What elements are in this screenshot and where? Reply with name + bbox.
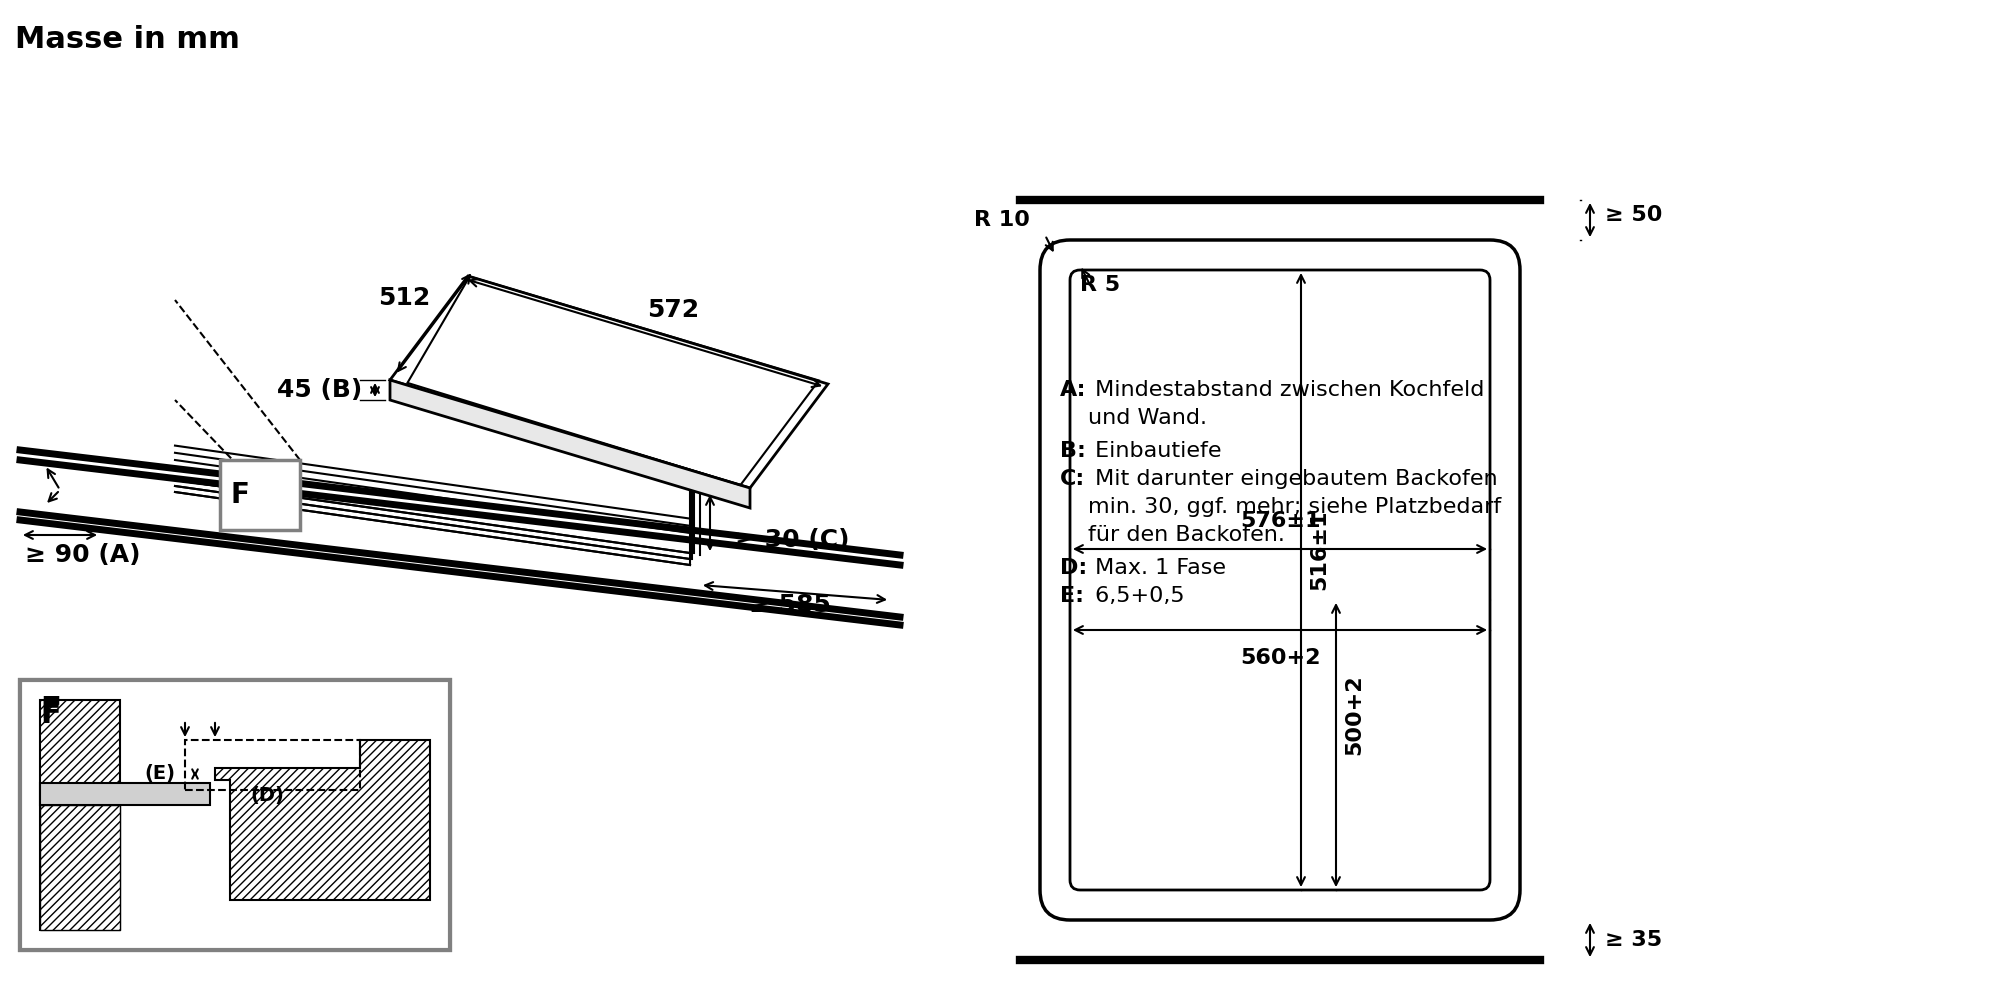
Bar bbox=[40, 783, 210, 805]
Text: A:: A: bbox=[1060, 380, 1086, 400]
Text: ≥ 585: ≥ 585 bbox=[750, 593, 830, 617]
Text: ≥ 50: ≥ 50 bbox=[1604, 205, 1662, 225]
Text: 560+2: 560+2 bbox=[1240, 648, 1320, 668]
Text: min. 30, ggf. mehr; siehe Platzbedarf: min. 30, ggf. mehr; siehe Platzbedarf bbox=[1088, 497, 1502, 517]
Text: Mindestabstand zwischen Kochfeld: Mindestabstand zwischen Kochfeld bbox=[1088, 380, 1484, 400]
Text: Einbautiefe: Einbautiefe bbox=[1088, 441, 1222, 461]
Text: F: F bbox=[40, 700, 60, 729]
Text: R 10: R 10 bbox=[974, 210, 1030, 230]
Text: (D): (D) bbox=[250, 786, 284, 804]
Text: (E): (E) bbox=[144, 764, 176, 784]
Bar bbox=[20, 680, 450, 950]
FancyBboxPatch shape bbox=[1040, 240, 1520, 920]
Text: Max. 1 Fase: Max. 1 Fase bbox=[1088, 558, 1226, 578]
Bar bbox=[40, 700, 120, 930]
Text: 516±1: 516±1 bbox=[1308, 510, 1328, 590]
Text: und Wand.: und Wand. bbox=[1088, 408, 1208, 428]
Text: F: F bbox=[40, 695, 60, 724]
Polygon shape bbox=[216, 740, 430, 900]
Text: 500+2: 500+2 bbox=[1344, 675, 1364, 755]
Text: 572: 572 bbox=[646, 298, 700, 322]
Text: ≥ 30 (C): ≥ 30 (C) bbox=[736, 528, 850, 552]
Text: D:: D: bbox=[1060, 558, 1088, 578]
Text: E:: E: bbox=[1060, 586, 1084, 606]
Text: 512: 512 bbox=[378, 286, 430, 310]
Bar bbox=[220, 460, 300, 530]
Text: ≥ 90 (A): ≥ 90 (A) bbox=[24, 543, 140, 567]
Text: ≥ 35: ≥ 35 bbox=[1604, 930, 1662, 950]
Text: R 5: R 5 bbox=[1080, 275, 1120, 295]
Text: B:: B: bbox=[1060, 441, 1086, 461]
Text: 45 (B): 45 (B) bbox=[278, 378, 362, 402]
Bar bbox=[40, 805, 120, 930]
Bar bbox=[20, 680, 450, 950]
Bar bbox=[184, 740, 360, 790]
Bar bbox=[20, 680, 450, 950]
Text: C:: C: bbox=[1060, 469, 1086, 489]
Text: F: F bbox=[230, 481, 250, 509]
Polygon shape bbox=[390, 276, 828, 488]
Text: Masse in mm: Masse in mm bbox=[16, 25, 240, 54]
Polygon shape bbox=[390, 380, 750, 508]
Text: für den Backofen.: für den Backofen. bbox=[1088, 525, 1284, 545]
Text: 576±1: 576±1 bbox=[1240, 511, 1320, 531]
Text: 6,5+0,5: 6,5+0,5 bbox=[1088, 586, 1184, 606]
Text: Mit darunter eingebautem Backofen: Mit darunter eingebautem Backofen bbox=[1088, 469, 1498, 489]
FancyBboxPatch shape bbox=[1070, 270, 1490, 890]
